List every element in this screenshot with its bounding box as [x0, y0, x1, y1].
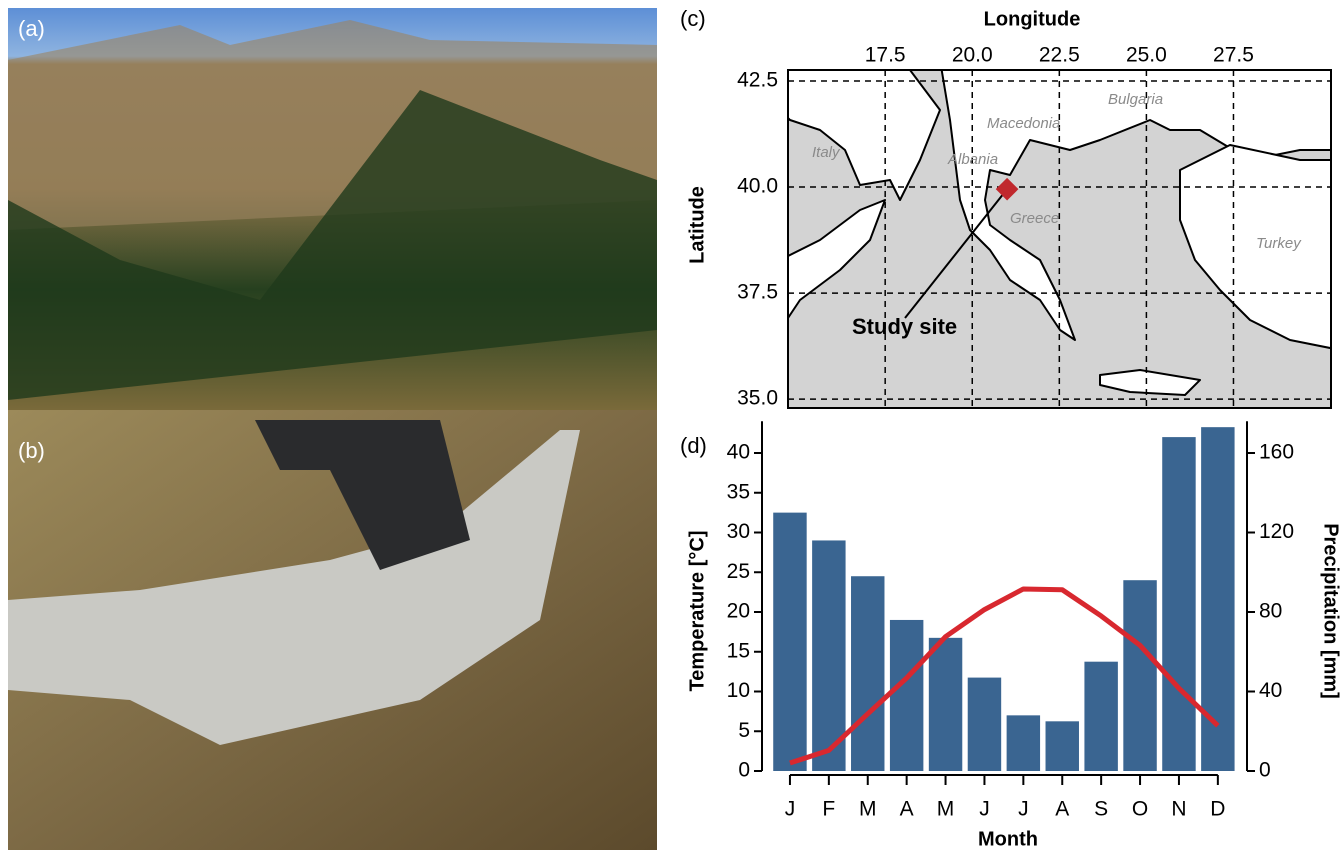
x-axis-title: Longitude — [984, 8, 1081, 30]
country-label: Macedonia — [987, 115, 1060, 132]
panel-label: (c) — [680, 6, 706, 31]
precipitation-bar — [1201, 427, 1234, 771]
x-tick-label: M — [937, 798, 955, 821]
x-tick-label: F — [822, 798, 835, 821]
precipitation-bar — [773, 513, 806, 771]
precipitation-bar — [890, 620, 923, 771]
precipitation-bar — [968, 678, 1001, 771]
country-label: Turkey — [1256, 235, 1302, 252]
y-tick-label: 37.5 — [737, 281, 778, 304]
panel-label: (d) — [680, 433, 707, 458]
y-tick-label: 35.0 — [737, 387, 778, 410]
y-tick-label: 10 — [727, 679, 750, 702]
y-tick-label: 20 — [727, 600, 750, 623]
y-tick-label: 40 — [727, 441, 750, 464]
x-tick-label: A — [1055, 798, 1069, 821]
x-tick-label: S — [1094, 798, 1108, 821]
x-tick-label: J — [979, 798, 990, 821]
figure: (a) (b) (c) (d) 17.5 20.0 22.5 25.0 27.5 35.0… — [0, 0, 1344, 851]
x-tick-label: D — [1210, 798, 1225, 821]
x-tick-label: M — [859, 798, 877, 821]
country-label: Albania — [947, 151, 998, 168]
y2-axis-title: Precipitation [mm] — [1320, 523, 1342, 699]
y-axis-title: Latitude — [686, 186, 708, 264]
precipitation-bar — [851, 576, 884, 771]
precipitation-bar — [929, 638, 962, 771]
precipitation-bar — [1162, 437, 1195, 771]
precipitation-bar — [1084, 662, 1117, 771]
y-tick-label: 30 — [727, 520, 750, 543]
country-label: Bulgaria — [1108, 91, 1163, 108]
y2-tick-label: 80 — [1259, 600, 1282, 623]
y-tick-label: 35 — [727, 480, 750, 503]
x-tick-label: 17.5 — [865, 44, 906, 67]
y-tick-label: 0 — [738, 759, 750, 782]
x-tick-label: J — [785, 798, 796, 821]
country-label: Italy — [812, 144, 841, 161]
x-tick-label: 22.5 — [1039, 44, 1080, 67]
x-tick-label: O — [1132, 798, 1148, 821]
x-tick-label: A — [900, 798, 914, 821]
x-tick-label: N — [1171, 798, 1186, 821]
x-tick-label: 25.0 — [1126, 44, 1167, 67]
x-tick-label: J — [1018, 798, 1029, 821]
y-tick-label: 42.5 — [737, 69, 778, 92]
panel-label: (a) — [18, 16, 45, 41]
y2-tick-label: 120 — [1259, 520, 1294, 543]
y-tick-label: 5 — [738, 719, 750, 742]
y-tick-label: 40.0 — [737, 175, 778, 198]
precipitation-bar — [1007, 715, 1040, 771]
panel-label: (b) — [18, 438, 45, 463]
x-tick-label: 27.5 — [1213, 44, 1254, 67]
precipitation-bar — [1046, 721, 1079, 771]
precipitation-bar — [1123, 580, 1156, 771]
y2-tick-label: 0 — [1259, 759, 1271, 782]
x-axis-title: Month — [978, 828, 1038, 850]
x-tick-label: 20.0 — [952, 44, 993, 67]
y2-tick-label: 40 — [1259, 679, 1282, 702]
site-label: Study site — [852, 314, 957, 339]
y-axis-title: Temperature [°C] — [686, 531, 708, 692]
y-tick-label: 15 — [727, 639, 750, 662]
y2-tick-label: 160 — [1259, 441, 1294, 464]
country-label: Greece — [1010, 210, 1059, 227]
y-tick-label: 25 — [727, 560, 750, 583]
